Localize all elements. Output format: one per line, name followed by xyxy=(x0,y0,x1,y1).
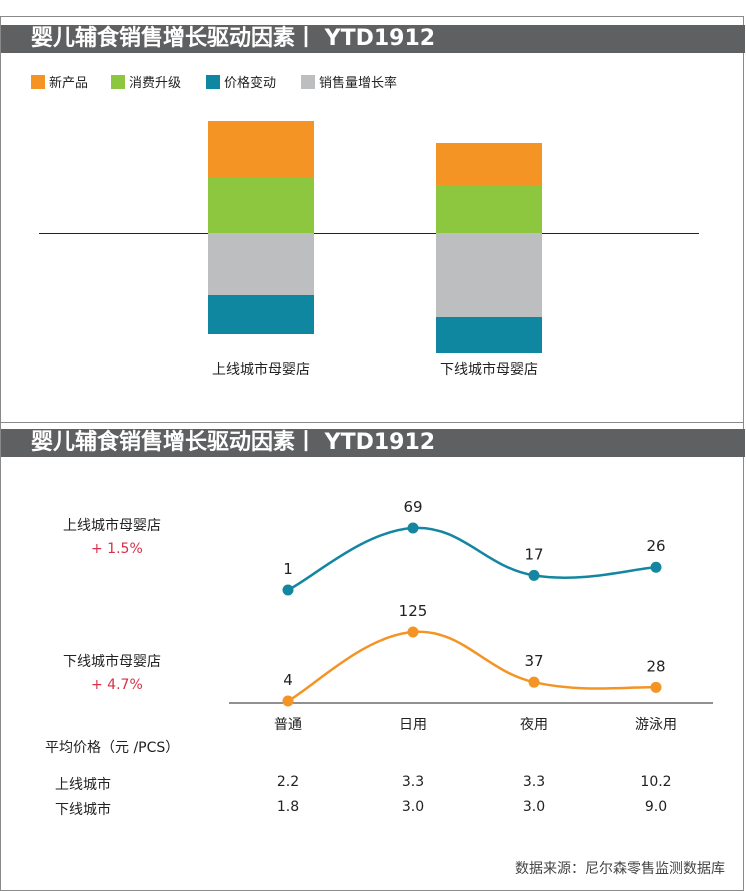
data-point xyxy=(528,676,540,688)
legend-label-volume: 销售量增长率 xyxy=(319,76,398,91)
price-top-normal: 2.2 xyxy=(276,774,300,790)
legend-swatch-price xyxy=(206,75,220,89)
bar-category-label: 上线城市母婴店 xyxy=(212,362,310,378)
bar-segment xyxy=(436,143,542,186)
bottom-series-label: 下线城市母婴店 xyxy=(63,654,161,670)
legend-label-new-product: 新产品 xyxy=(49,76,89,91)
data-label: 37 xyxy=(524,652,543,670)
line-chart-svg: 1 69 17 26 4 125 37 28 普通 日用 夜用 游泳用 xyxy=(229,498,713,733)
price-bottom-night: 3.0 xyxy=(522,799,546,815)
data-point xyxy=(528,569,540,581)
bar-segment xyxy=(436,233,542,317)
legend-label-price: 价格变动 xyxy=(224,76,277,91)
top-series-label: 上线城市母婴店 xyxy=(63,518,161,534)
legend-swatch-new-product xyxy=(31,75,45,89)
bar-segment xyxy=(208,121,314,177)
panel-line-chart: 婴儿辅食销售增长驱动因素丨 YTD1912 上线城市母婴店 + 1.5% 下线城… xyxy=(0,422,745,891)
legend-item-price: 价格变动 xyxy=(206,75,276,92)
bar-segment xyxy=(436,185,542,233)
legend-swatch-upgrade xyxy=(111,75,125,89)
legend-item-volume: 销售量增长率 xyxy=(301,75,397,92)
series-line xyxy=(287,630,657,703)
data-point xyxy=(282,695,294,707)
price-top-daily: 3.3 xyxy=(401,774,425,790)
panel2-title: 婴儿辅食销售增长驱动因素丨 YTD1912 xyxy=(1,429,745,457)
price-bottom-normal: 1.8 xyxy=(276,799,300,815)
series-line xyxy=(287,526,657,592)
bar-plot-area: 上线城市母婴店 下线城市母婴店 xyxy=(1,17,745,424)
legend-item-upgrade: 消费升级 xyxy=(111,75,181,92)
price-top-swim: 10.2 xyxy=(640,774,672,790)
zero-baseline xyxy=(39,233,699,234)
data-label: 125 xyxy=(399,602,428,620)
top-series-pct: + 1.5% xyxy=(91,541,143,557)
x-tick-label: 日用 xyxy=(399,717,427,733)
data-source: 数据来源：尼尔森零售监测数据库 xyxy=(515,861,725,877)
data-point xyxy=(407,626,419,638)
bottom-series-pct: + 4.7% xyxy=(91,677,143,693)
price-top-night: 3.3 xyxy=(522,774,546,790)
panel1-title: 婴儿辅食销售增长驱动因素丨 YTD1912 xyxy=(1,25,745,53)
bar-segment xyxy=(208,233,314,295)
price-bottom-daily: 3.0 xyxy=(401,799,425,815)
bar-segment xyxy=(208,294,314,334)
bar-category-label: 下线城市母婴店 xyxy=(440,362,538,378)
data-point xyxy=(282,584,294,596)
price-row-label-top: 上线城市 xyxy=(55,777,111,793)
panel-stacked-bar: 婴儿辅食销售增长驱动因素丨 YTD1912 新产品 消费升级 价格变动 销售量增… xyxy=(0,16,745,424)
bar-segment xyxy=(208,177,314,233)
x-tick-label: 普通 xyxy=(274,717,302,733)
x-tick-label: 游泳用 xyxy=(635,717,677,733)
legend-item-new-product: 新产品 xyxy=(31,75,88,92)
legend-swatch-volume xyxy=(301,75,315,89)
price-row-label-bottom: 下线城市 xyxy=(55,802,111,818)
bar-segment xyxy=(436,317,542,354)
data-point xyxy=(407,522,419,534)
price-header: 平均价格（元 /PCS） xyxy=(45,740,180,756)
data-label: 26 xyxy=(646,537,665,555)
x-tick-label: 夜用 xyxy=(520,717,548,733)
data-label: 28 xyxy=(646,657,665,675)
data-point xyxy=(650,561,662,573)
data-point xyxy=(650,681,662,693)
data-label: 69 xyxy=(403,498,422,516)
data-label: 17 xyxy=(524,545,543,563)
price-bottom-swim: 9.0 xyxy=(644,799,668,815)
legend-label-upgrade: 消费升级 xyxy=(129,76,182,91)
data-label: 1 xyxy=(283,560,293,578)
data-label: 4 xyxy=(283,671,293,689)
